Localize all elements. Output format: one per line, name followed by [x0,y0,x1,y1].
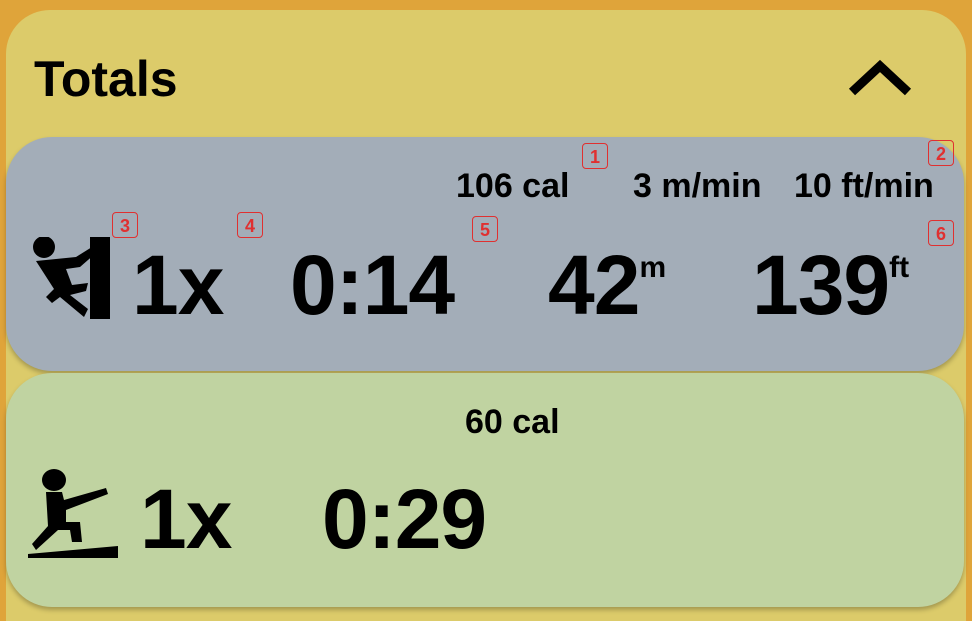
marker-2: 2 [928,140,954,166]
treadmill-count: 1x [140,472,232,566]
page-title: Totals [34,51,178,107]
treadmill-time: 0:29 [322,472,487,566]
climb-rate-meters: 3 m/min [633,167,762,205]
climb-rate-feet: 10 ft/min [794,167,934,205]
marker-3: 3 [112,212,138,238]
climbing-icon [33,237,110,319]
incline-treadmill-icon [28,469,118,558]
climb-row[interactable]: 106 cal 3 m/min 10 ft/min 1x 0:14 42m 13… [6,137,964,371]
climb-feet-value: 139 [752,238,890,332]
climb-time: 0:14 [290,238,455,332]
climb-meters-value: 42 [548,238,640,332]
marker-5: 5 [472,216,498,242]
marker-1: 1 [582,143,608,169]
climb-feet-unit: ft [889,251,910,284]
climb-calories: 106 cal [456,167,570,205]
chevron-up-icon[interactable] [848,58,912,98]
climb-meters: 42m [548,237,666,334]
treadmill-row[interactable]: 60 cal 1x 0:29 [6,373,964,607]
climb-feet: 139ft [752,237,909,334]
marker-6: 6 [928,220,954,246]
treadmill-calories: 60 cal [465,403,560,441]
marker-4: 4 [237,212,263,238]
climb-meters-unit: m [639,251,667,284]
climb-count: 1x [132,238,224,332]
